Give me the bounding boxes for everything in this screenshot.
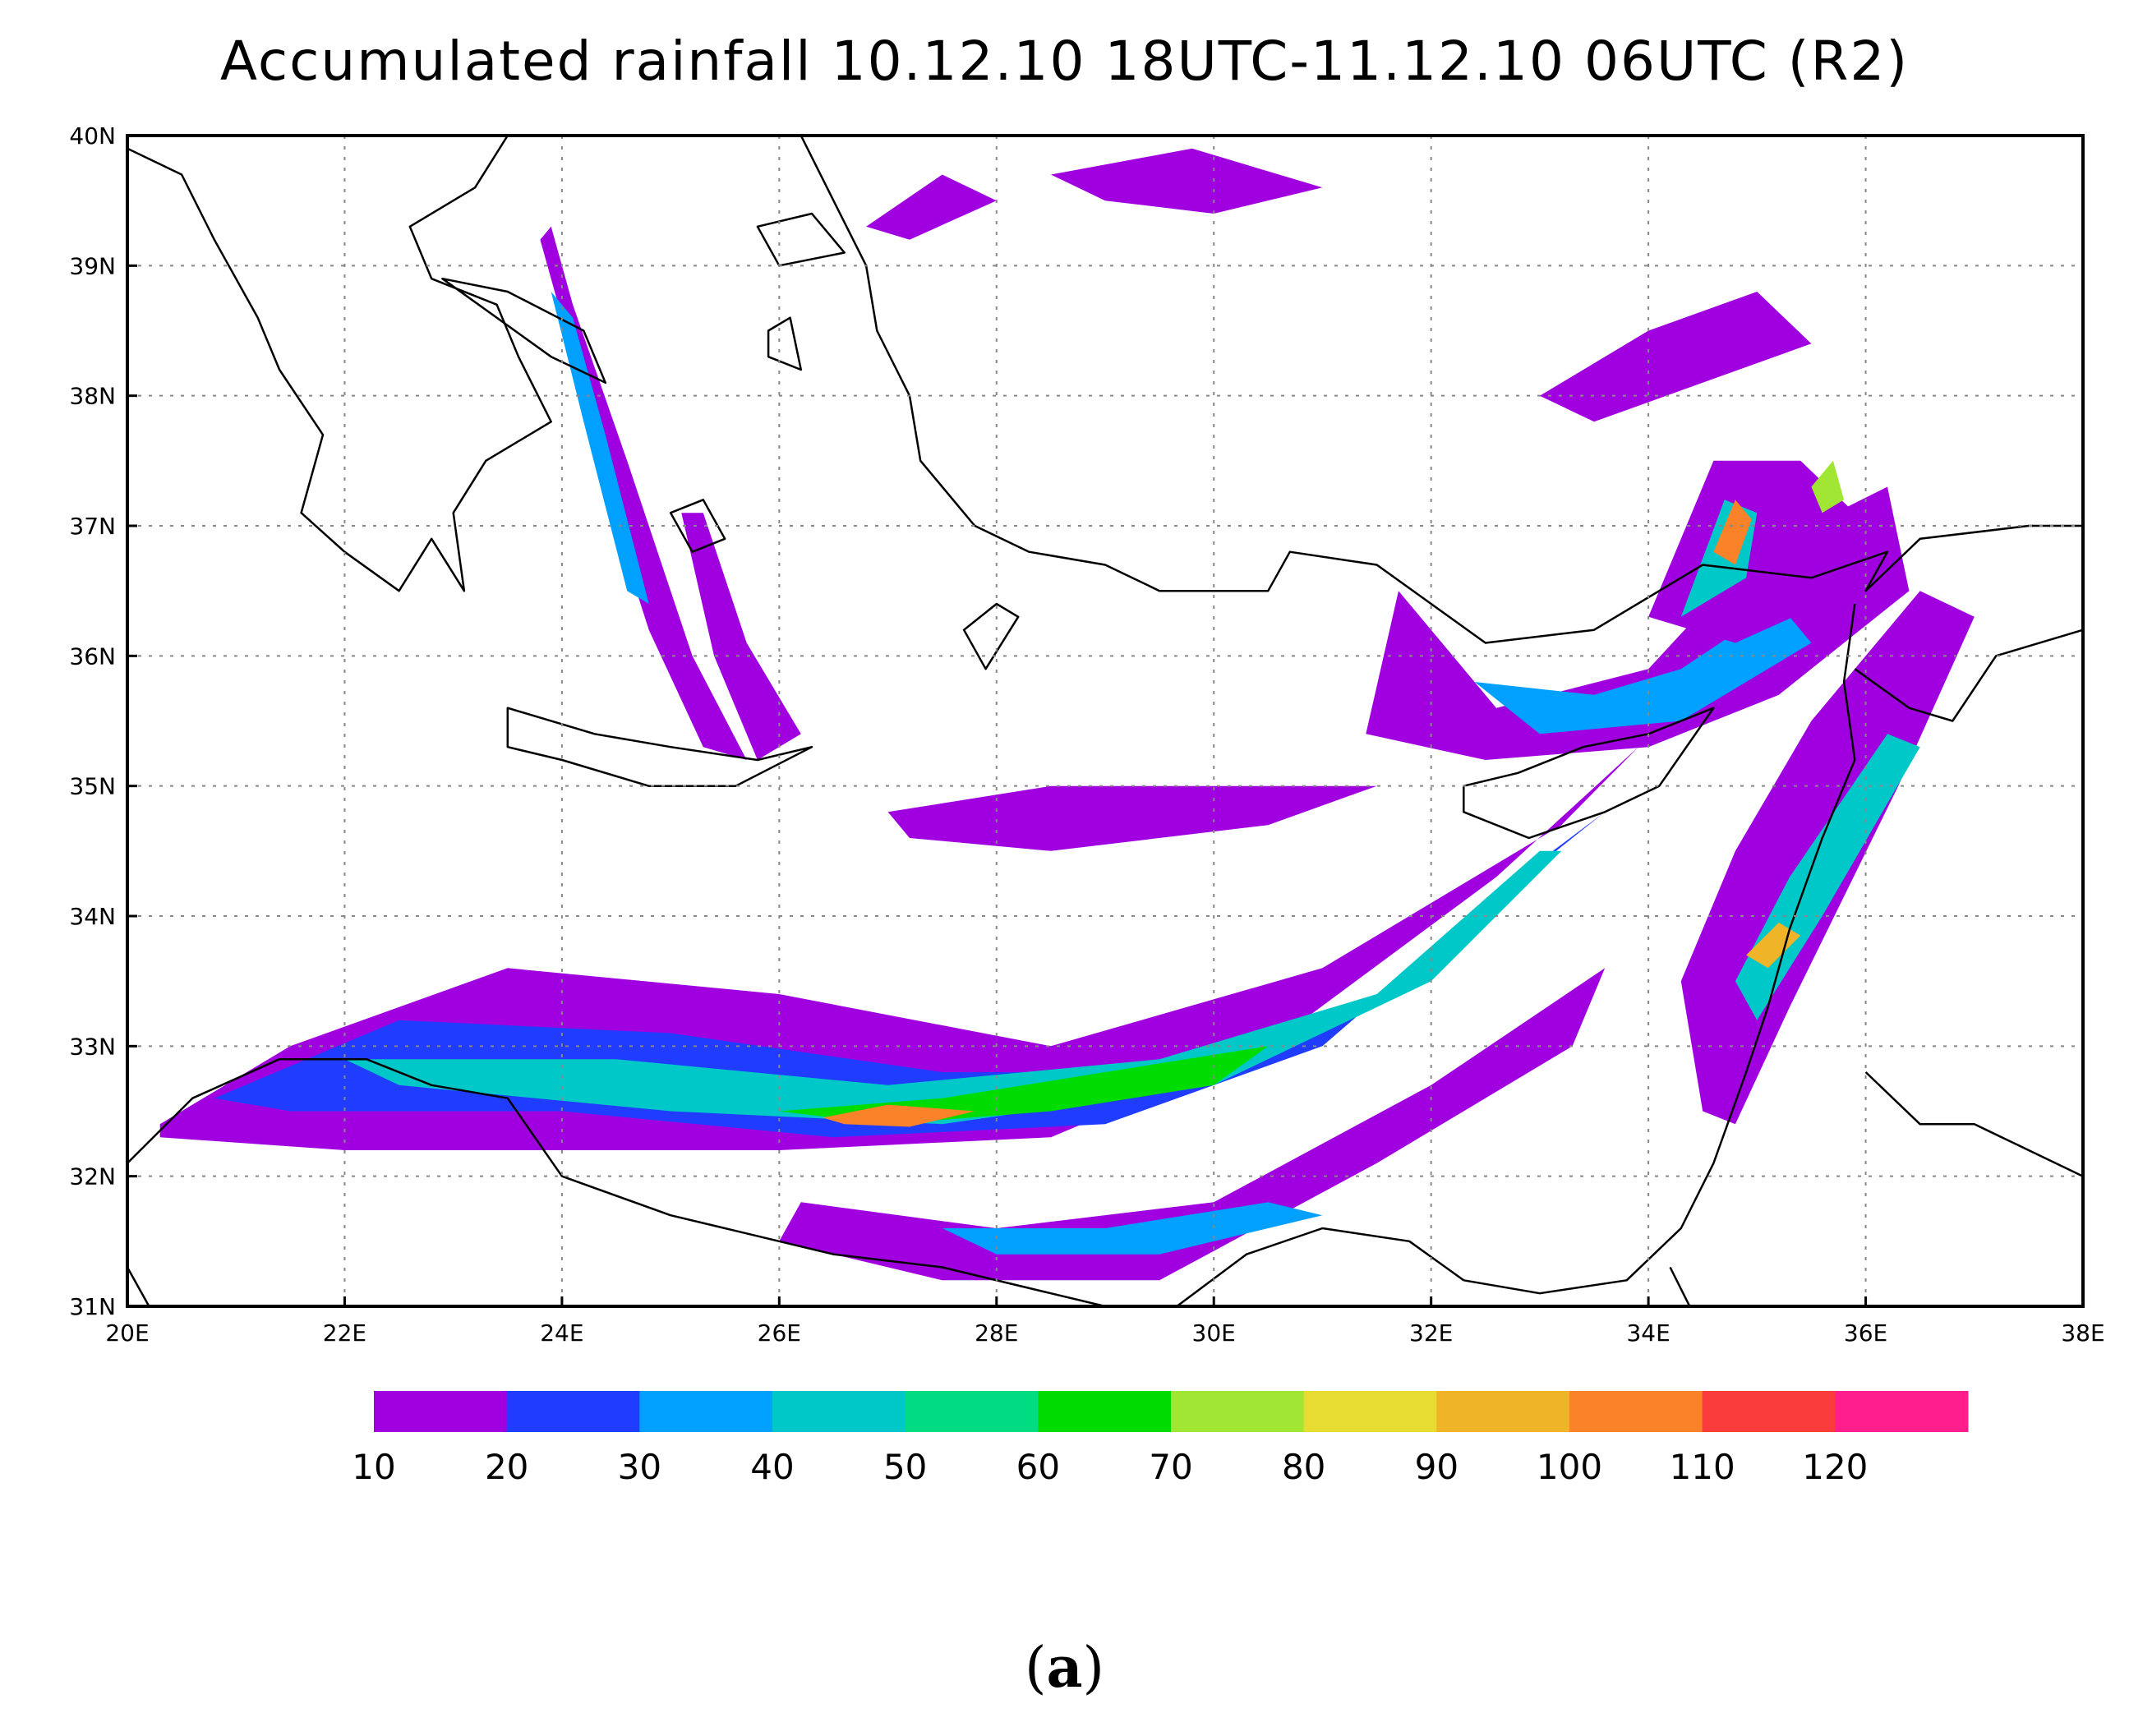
north-aegean-band: [866, 174, 997, 240]
central-cell: [887, 785, 1377, 851]
syria-border: [1854, 629, 2083, 722]
colorbar-swatch: [639, 1391, 773, 1432]
crete-coast: [506, 707, 813, 787]
colorbar-label: 120: [1802, 1447, 1868, 1487]
cyclades-coast: [669, 499, 726, 553]
colorbar-swatch: [1038, 1391, 1172, 1432]
lon-tick-label: 20E: [105, 1319, 149, 1347]
figure-caption: (a): [0, 1635, 2129, 1701]
lat-tick-label: 35N: [69, 773, 116, 800]
colorbar-swatch: [1569, 1391, 1703, 1432]
north-aegean-band: [1539, 292, 1812, 422]
lon-tick-label: 32E: [1409, 1319, 1453, 1347]
sinai-border: [1669, 1266, 1691, 1306]
lat-tick-label: 33N: [69, 1033, 116, 1060]
libya-sea-max: [823, 1104, 975, 1127]
cyprus-coast: [1463, 707, 1715, 840]
chios-coast: [767, 316, 803, 371]
colorbar: 10 20 30 40 50 60 70 80 90 100 110 120: [352, 1391, 1969, 1487]
plot-frame: [126, 134, 2085, 1308]
lat-tick-label: 38N: [69, 383, 116, 410]
lon-tick-label: 36E: [1844, 1319, 1887, 1347]
colorbar-swatch: [905, 1391, 1039, 1432]
turkey-cell-max: [1713, 500, 1752, 565]
south-band: [942, 1202, 1323, 1255]
greece-coast: [127, 136, 552, 592]
lon-tick-label: 28E: [975, 1319, 1018, 1347]
colorbar-label: 20: [485, 1447, 528, 1487]
colorbar-swatch: [374, 1391, 508, 1432]
lat-tick-label: 34N: [69, 903, 116, 930]
lon-tick-label: 24E: [540, 1319, 583, 1347]
colorbar-swatch: [772, 1391, 906, 1432]
lat-axis: 31N 32N 33N 34N 35N 36N 37N 38N 39N 40N: [69, 122, 137, 1320]
lat-tick-label: 39N: [69, 252, 116, 279]
colorbar-label: 50: [883, 1447, 927, 1487]
colorbar-swatch: [1702, 1391, 1836, 1432]
libya-inland-border: [127, 1266, 150, 1306]
lat-tick-label: 36N: [69, 642, 116, 670]
levant-coast: [1463, 603, 1856, 1295]
libya-sea-band: [344, 850, 1562, 1125]
libya-sea-band: [779, 1046, 1269, 1125]
colorbar-label: 60: [1016, 1447, 1060, 1487]
lon-tick-label: 34E: [1626, 1319, 1670, 1347]
caption-letter: a: [1046, 1635, 1083, 1701]
colorbar-label: 110: [1670, 1447, 1735, 1487]
lat-tick-label: 32N: [69, 1163, 116, 1190]
caption-close-paren: ): [1082, 1636, 1105, 1701]
colorbar-label: 70: [1149, 1447, 1192, 1487]
colorbar-swatch: [1171, 1391, 1305, 1432]
colorbar-label: 40: [750, 1447, 794, 1487]
crete-band: [681, 513, 801, 760]
colorbar-swatch: [506, 1391, 640, 1432]
north-aegean-band: [1050, 148, 1323, 214]
turkey-coast: [800, 136, 2083, 644]
colorbar-swatch: [1835, 1391, 1969, 1432]
caption-open-paren: (: [1024, 1636, 1047, 1701]
colorbar-label: 10: [352, 1447, 395, 1487]
colorbar-swatch: [1303, 1391, 1437, 1432]
lat-tick-label: 40N: [69, 122, 116, 150]
lat-tick-label: 37N: [69, 513, 116, 540]
euboea-coast: [441, 277, 607, 384]
colorbar-label: 90: [1415, 1447, 1459, 1487]
grid-layer: [127, 136, 2083, 1306]
lon-axis: 20E 22E 24E 26E 28E 30E 32E 34E 36E 38E: [105, 1296, 2105, 1347]
colorbar-label: 100: [1537, 1447, 1602, 1487]
colorbar-label: 80: [1282, 1447, 1325, 1487]
africa-coast: [127, 1057, 1465, 1306]
colorbar-swatch: [1436, 1391, 1570, 1432]
lon-tick-label: 26E: [758, 1319, 801, 1347]
lon-tick-label: 30E: [1192, 1319, 1236, 1347]
aegean-band: [551, 292, 649, 604]
levant-band-max: [1746, 922, 1801, 969]
lesvos-coast: [756, 212, 846, 267]
map-title: Accumulated rainfall 10.12.10 18UTC-11.1…: [219, 30, 1910, 93]
colorbar-label: 30: [618, 1447, 661, 1487]
lon-tick-label: 38E: [2061, 1319, 2104, 1347]
cyprus-band: [1474, 604, 1812, 734]
levant-border: [1864, 1071, 2083, 1177]
aegean-band: [540, 226, 747, 760]
lon-tick-label: 22E: [323, 1319, 366, 1347]
coastline-layer: [127, 136, 2083, 1306]
turkey-cell-east: [1811, 460, 1845, 513]
rhodes-coast: [962, 602, 1020, 670]
lat-tick-label: 31N: [69, 1293, 116, 1320]
